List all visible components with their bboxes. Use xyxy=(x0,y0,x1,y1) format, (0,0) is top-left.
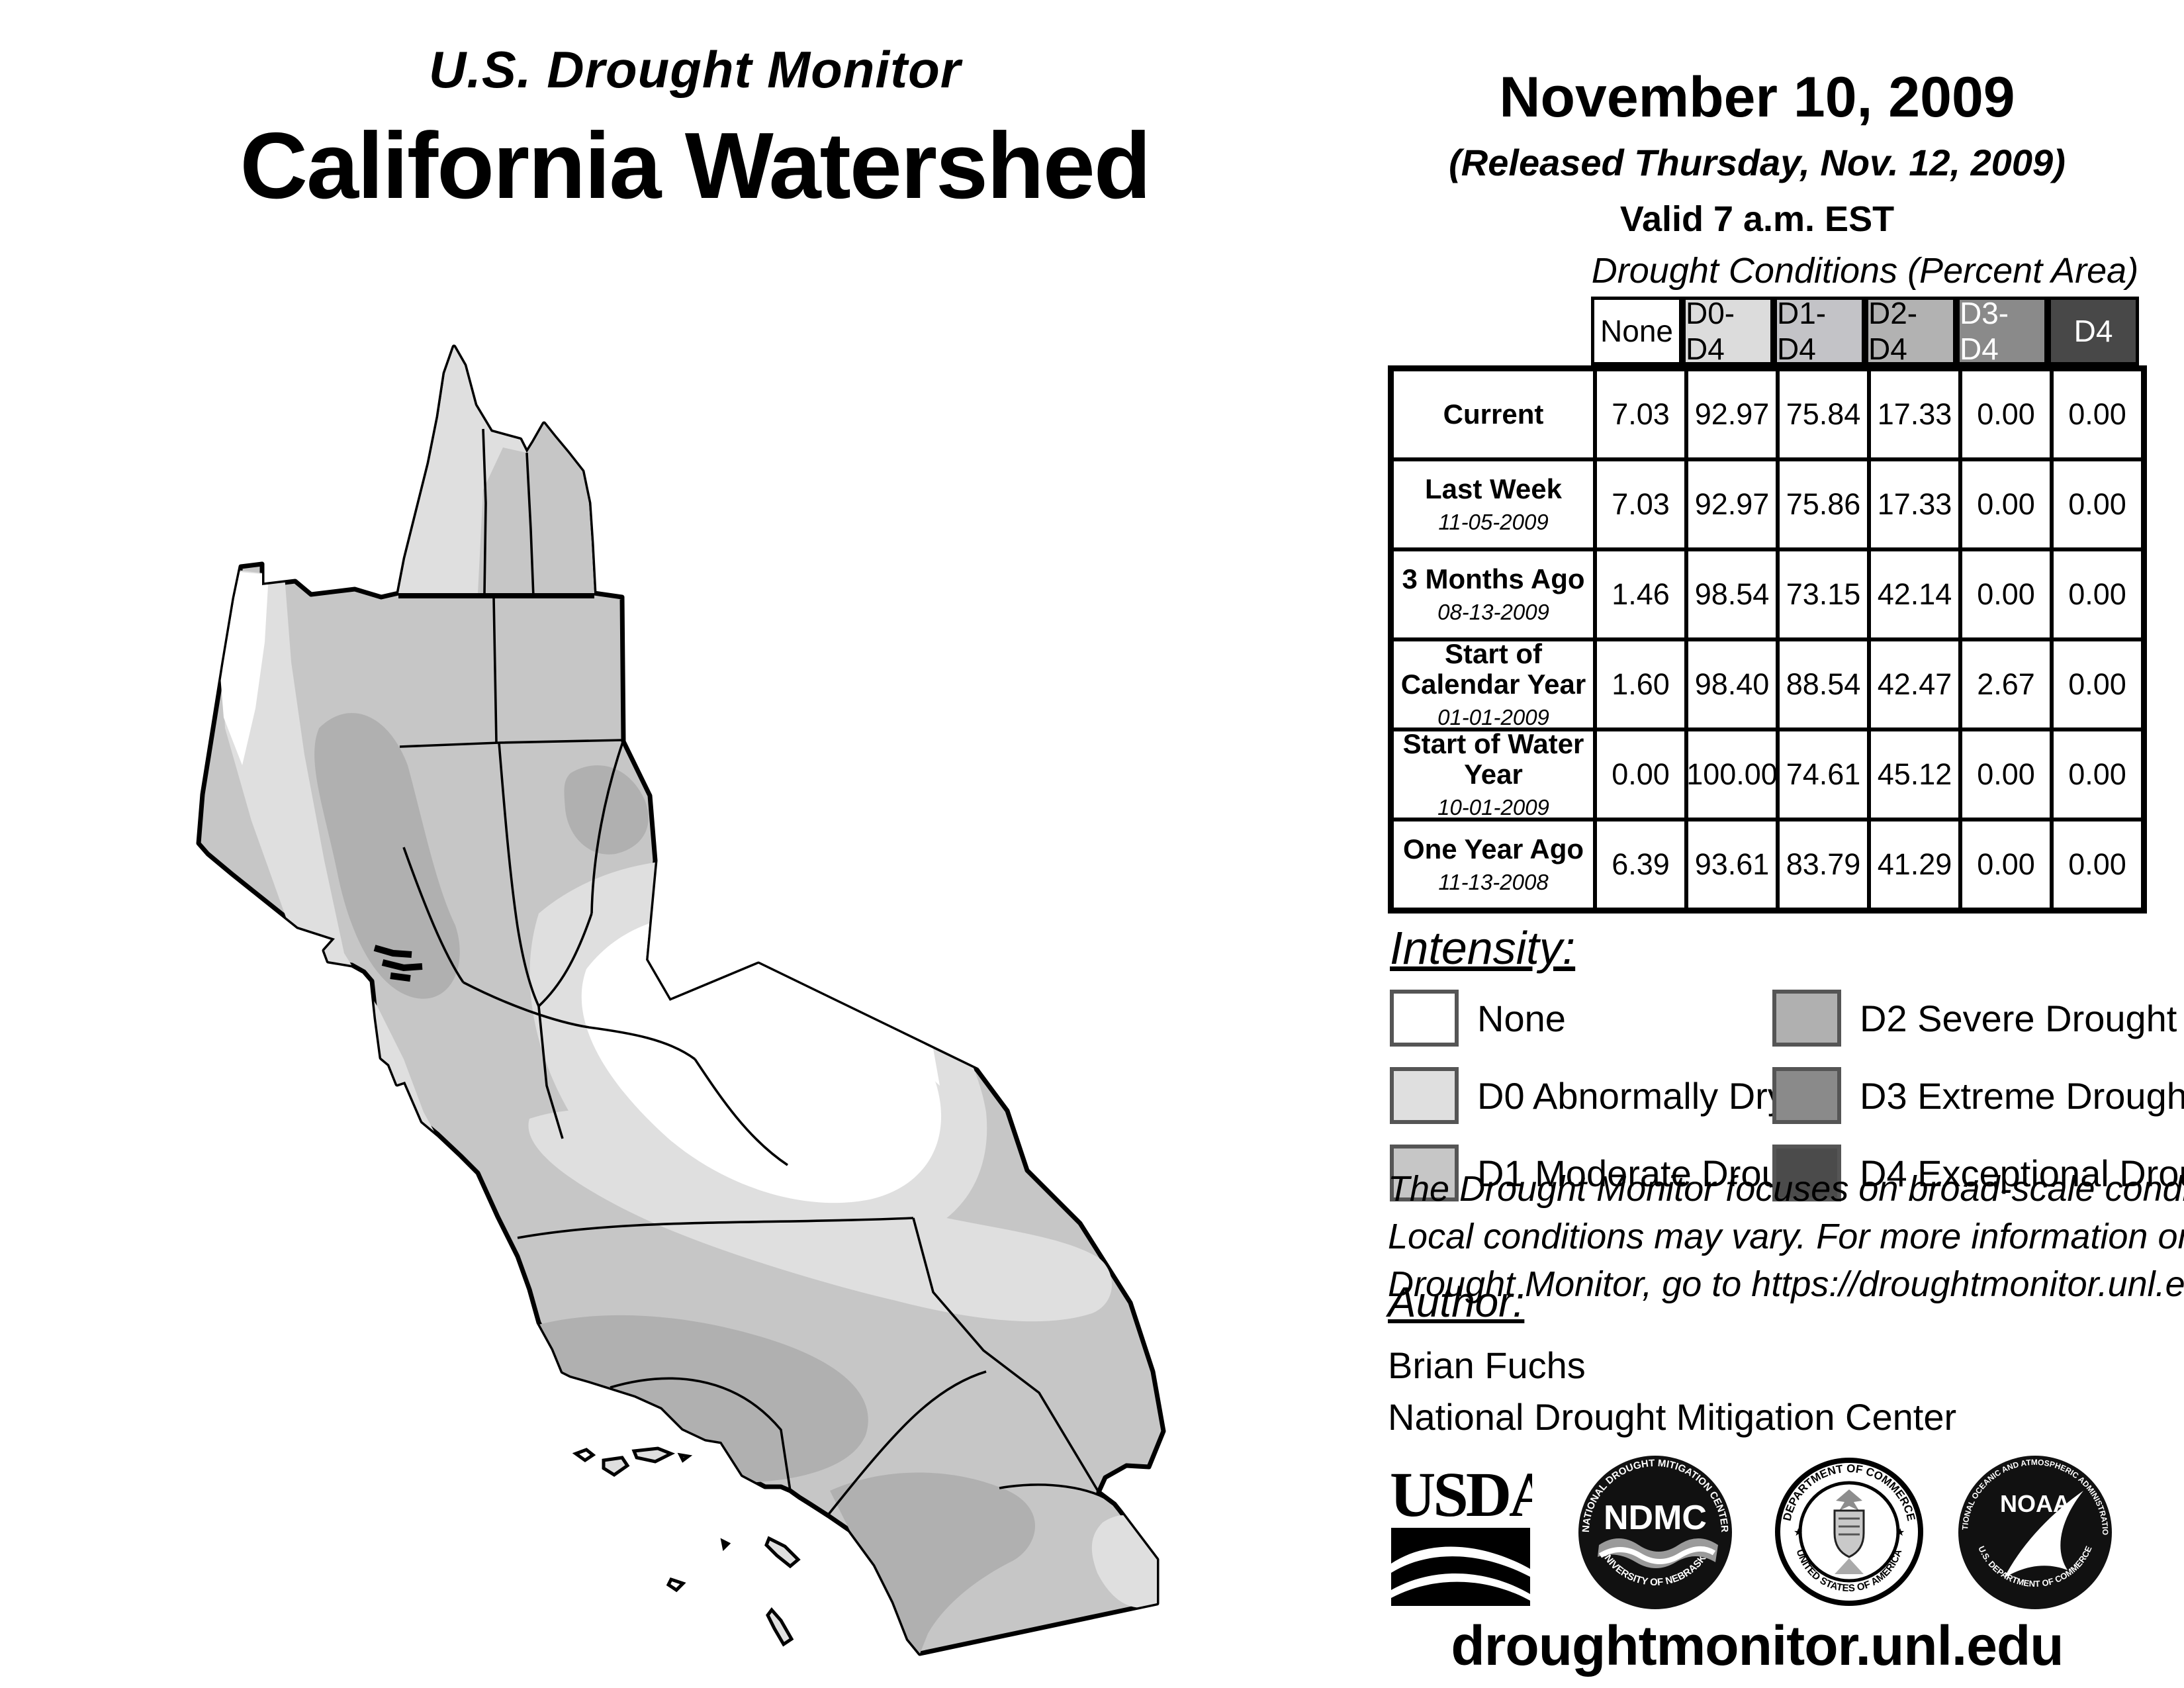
author-name: Brian Fuchs xyxy=(1388,1344,1586,1386)
table-cell: 7.03 xyxy=(1595,459,1686,549)
table-cell: 0.00 xyxy=(1960,820,2052,910)
table-cell: 98.54 xyxy=(1686,549,1778,639)
none-region-northwest-coast xyxy=(218,572,269,765)
table-cell: 0.00 xyxy=(2052,729,2143,820)
drought-conditions-table: Current 7.03 92.97 75.84 17.33 0.00 0.00… xyxy=(1388,365,2147,914)
table-row-label: Start of Water Year 10-01-2009 xyxy=(1392,729,1595,820)
table-row-label: Start of Calendar Year 01-01-2009 xyxy=(1392,639,1595,729)
sub-basin-boundaries xyxy=(399,428,1116,1517)
table-cell: 88.54 xyxy=(1778,639,1869,729)
table-cell: 0.00 xyxy=(2052,639,2143,729)
release-date: (Released Thursday, Nov. 12, 2009) xyxy=(1449,142,2066,183)
table-header-none: None xyxy=(1591,297,1682,365)
table-header-d1-d4: D1-D4 xyxy=(1774,296,1865,366)
legend-item-d4: D4 Exceptional Drought xyxy=(1772,1145,2184,1201)
d0-swatch-icon xyxy=(1390,1067,1459,1124)
table-cell: 92.97 xyxy=(1686,369,1778,459)
footer-url: droughtmonitor.unl.edu xyxy=(1451,1615,2064,1677)
d2-region-san-diego xyxy=(830,1472,1035,1654)
legend-item-d0: D0 Abnormally Dry xyxy=(1390,1067,1786,1124)
table-cell: 0.00 xyxy=(2052,369,2143,459)
map-date: November 10, 2009 xyxy=(1499,66,2015,129)
legend-item-none: None xyxy=(1390,990,1566,1047)
table-title: Drought Conditions (Percent Area) xyxy=(1591,251,2139,291)
table-header-d3-d4: D3-D4 xyxy=(1956,296,2048,366)
table-header-row: None D0-D4 D1-D4 D2-D4 D3-D4 D4 xyxy=(1591,296,2139,366)
sf-bay-delta xyxy=(373,945,423,982)
legend-title: Intensity: xyxy=(1390,922,1576,974)
table-header-d2-d4: D2-D4 xyxy=(1865,296,1956,366)
noaa-logo: NATIONAL OCEANIC AND ATMOSPHERIC ADMINIS… xyxy=(1951,1444,2116,1617)
table-cell: 1.46 xyxy=(1595,549,1686,639)
d2-swatch-icon xyxy=(1772,990,1841,1047)
table-cell: 0.00 xyxy=(1595,729,1686,820)
table-cell: 0.00 xyxy=(2052,549,2143,639)
legend-item-d3: D3 Extreme Drought xyxy=(1772,1067,2184,1124)
table-cell: 42.47 xyxy=(1869,639,1960,729)
table-cell: 45.12 xyxy=(1869,729,1960,820)
table-cell: 0.00 xyxy=(2052,459,2143,549)
table-cell: 0.00 xyxy=(1960,549,2052,639)
region-title: California Watershed xyxy=(240,113,1151,218)
table-cell: 83.79 xyxy=(1778,820,1869,910)
table-cell: 75.84 xyxy=(1778,369,1869,459)
table-cell: 2.67 xyxy=(1960,639,2052,729)
svg-text:NDMC: NDMC xyxy=(1604,1499,1707,1537)
table-header-d4: D4 xyxy=(2048,297,2139,365)
table-cell: 41.29 xyxy=(1869,820,1960,910)
table-cell: 0.00 xyxy=(1960,729,2052,820)
california-watershed-map xyxy=(192,291,1238,1675)
d3-swatch-icon xyxy=(1772,1067,1841,1124)
channel-islands xyxy=(572,1446,801,1647)
seagull-icon xyxy=(2004,1491,2083,1578)
table-cell: 17.33 xyxy=(1869,459,1960,549)
d2-region-northeast-edge xyxy=(564,765,649,855)
d0-region-southeast xyxy=(1091,1515,1157,1608)
table-row-label: Current xyxy=(1392,369,1595,459)
table-cell: 42.14 xyxy=(1869,549,1960,639)
seal-star-right-icon: ★ xyxy=(1895,1527,1905,1538)
table-cell: 75.86 xyxy=(1778,459,1869,549)
table-cell: 7.03 xyxy=(1595,369,1686,459)
table-cell: 92.97 xyxy=(1686,459,1778,549)
table-cell: 0.00 xyxy=(1960,459,2052,549)
ndmc-logo: NATIONAL DROUGHT MITIGATION CENTER UNIVE… xyxy=(1574,1451,1737,1617)
title-block: U.S. Drought Monitor California Watershe… xyxy=(132,40,1257,220)
table-cell: 73.15 xyxy=(1778,549,1869,639)
table-cell: 6.39 xyxy=(1595,820,1686,910)
usda-logo: USDA xyxy=(1390,1459,1557,1620)
table-header-d0-d4: D0-D4 xyxy=(1682,296,1774,366)
table-cell: 100.00 xyxy=(1686,729,1778,820)
svg-text:USDA: USDA xyxy=(1390,1464,1532,1530)
department-of-commerce-seal: DEPARTMENT OF COMMERCE UNITED STATES OF … xyxy=(1772,1455,1926,1612)
table-cell: 17.33 xyxy=(1869,369,1960,459)
d2-region-northwest xyxy=(314,713,460,999)
author-organization: National Drought Mitigation Center xyxy=(1388,1396,1957,1438)
table-cell: 1.60 xyxy=(1595,639,1686,729)
program-title: U.S. Drought Monitor xyxy=(428,40,962,99)
d1-swatch-icon xyxy=(1390,1145,1459,1201)
disclaimer-text: The Drought Monitor focuses on broad-sca… xyxy=(1388,1169,2184,1304)
d0-region-northwest-coast xyxy=(221,569,438,1145)
table-cell: 93.61 xyxy=(1686,820,1778,910)
valid-time: Valid 7 a.m. EST xyxy=(1619,199,1895,239)
table-row-label: 3 Months Ago 08-13-2009 xyxy=(1392,549,1595,639)
eagle-icon xyxy=(1836,1489,1862,1511)
table-cell: 74.61 xyxy=(1778,729,1869,820)
date-block: November 10, 2009 (Released Thursday, No… xyxy=(1377,65,2138,240)
table-row-label: Last Week 11-05-2009 xyxy=(1392,459,1595,549)
seal-star-left-icon: ★ xyxy=(1794,1527,1803,1538)
legend-item-d2: D2 Severe Drought xyxy=(1772,990,2177,1047)
table-cell: 98.40 xyxy=(1686,639,1778,729)
table-cell: 0.00 xyxy=(1960,369,2052,459)
table-row-label: One Year Ago 11-13-2008 xyxy=(1392,820,1595,910)
table-cell: 0.00 xyxy=(2052,820,2143,910)
none-swatch-icon xyxy=(1390,990,1459,1047)
d4-swatch-icon xyxy=(1772,1145,1841,1201)
author-title: Author: xyxy=(1388,1278,1525,1326)
d0-region-south xyxy=(528,1109,1113,1322)
